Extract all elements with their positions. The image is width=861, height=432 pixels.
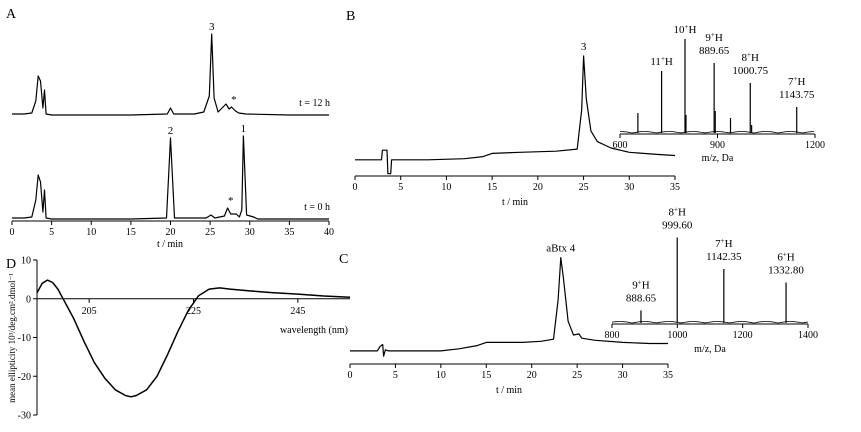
panel-c-inset-x-tick-label: 1400 bbox=[798, 330, 818, 341]
panel-a-peak-label: 3 bbox=[209, 21, 215, 33]
panel-d-y-tick-label: 10 bbox=[21, 256, 31, 267]
panel-b-x-tick-label: 10 bbox=[441, 182, 451, 193]
panel-a-peak-label: * bbox=[231, 94, 237, 106]
panel-c-inset-ion-mass: 888.65 bbox=[626, 292, 657, 304]
panel-c-letter: C bbox=[339, 252, 348, 267]
panel-c-x-tick-label: 10 bbox=[436, 370, 446, 381]
panel-c-inset-x-tick-label: 1200 bbox=[733, 330, 753, 341]
panel-b-x-tick-label: 20 bbox=[533, 182, 543, 193]
panel-a-x-tick-label: 40 bbox=[324, 227, 334, 238]
panel-b-inset-x-tick-label: 600 bbox=[613, 140, 628, 151]
panel-d-y-tick-label: -10 bbox=[18, 333, 31, 344]
panel-b-x-tick-label: 5 bbox=[398, 182, 403, 193]
panel-d-x-tick-label: 205 bbox=[82, 306, 97, 317]
panel-b-inset-ion-mass: 1000.75 bbox=[732, 65, 768, 77]
panel-c-inset-ion-mass: 999.60 bbox=[662, 220, 693, 232]
panel-c-x-label: t / min bbox=[496, 385, 522, 396]
panel-b-inset-x-label: m/z, Da bbox=[702, 153, 734, 164]
panel-a-peak-label: 1 bbox=[241, 123, 247, 135]
panel-a-x-tick-label: 5 bbox=[49, 227, 54, 238]
panel-c-chromatogram: aBtx 4 0 5 10 15 20 25 30 35 t / min bbox=[348, 243, 674, 396]
panel-b-x-tick-label: 25 bbox=[579, 182, 589, 193]
panel-c-inset-ion-mass: 1142.35 bbox=[706, 251, 742, 263]
panel-d-y-label: mean ellipticity 10³/deg.cm².dmol⁻¹ bbox=[7, 273, 17, 403]
panel-b-inset-ion-mass: 889.65 bbox=[699, 45, 730, 57]
panel-a-x-tick-label: 10 bbox=[86, 227, 96, 238]
panel-b-x-label: t / min bbox=[502, 197, 528, 208]
panel-c-inset-x-tick-label: 1000 bbox=[667, 330, 687, 341]
panel-b-x-tick-label: 15 bbox=[487, 182, 497, 193]
panel-b-x-tick-label: 35 bbox=[670, 182, 680, 193]
panel-a-x-label: t / min bbox=[157, 239, 183, 250]
panel-d-y-tick-label: -20 bbox=[18, 372, 31, 383]
panel-c-x-tick-label: 5 bbox=[393, 370, 398, 381]
panel-a-x-tick-label: 35 bbox=[284, 227, 294, 238]
panel-d-trace bbox=[36, 279, 351, 398]
panel-b-inset-ion-label: 10+H bbox=[674, 23, 697, 36]
panel-a-x-tick-label: 25 bbox=[205, 227, 215, 238]
panel-c-trace bbox=[350, 257, 668, 357]
panel-c-x-tick-label: 35 bbox=[663, 370, 673, 381]
panel-a-x-tick-label: 15 bbox=[126, 227, 136, 238]
panel-a-trace bbox=[12, 33, 329, 116]
panel-a-x-tick-label: 20 bbox=[166, 227, 176, 238]
panel-b-letter: B bbox=[346, 9, 355, 24]
panel-a-letter: A bbox=[6, 7, 17, 22]
panel-a-x-tick-label: 30 bbox=[245, 227, 255, 238]
panel-a-peak-label: 2 bbox=[168, 125, 174, 137]
panel-b-peak-label: 3 bbox=[581, 41, 587, 53]
panel-d-letter: D bbox=[6, 257, 16, 272]
panel-c-x-tick-label: 15 bbox=[481, 370, 491, 381]
panel-d-x-label: wavelength (nm) bbox=[280, 325, 348, 336]
panel-d-y-tick-label: 0 bbox=[26, 294, 31, 305]
panel-b-x-tick-label: 30 bbox=[624, 182, 634, 193]
panel-c-inset-ion-label: 6+H bbox=[777, 251, 794, 264]
panel-c-inset-ion-label: 7+H bbox=[715, 237, 732, 250]
panel-b-inset-x-tick-label: 1200 bbox=[805, 140, 825, 151]
panel-b-inset-ion-label: 9+H bbox=[705, 31, 722, 44]
panel-a-peak-label: * bbox=[228, 195, 234, 207]
panel-a-trace bbox=[12, 135, 329, 220]
panel-c-inset-ion-mass: 1332.80 bbox=[768, 265, 804, 277]
panel-d-cd-spectrum: 10 0 -10 -20 -30 205 225 245 wavelength (nm) mean… bbox=[7, 256, 351, 422]
panel-d-x-tick-label: 225 bbox=[186, 306, 201, 317]
panel-b-inset-ion-label: 8+H bbox=[742, 51, 759, 64]
panel-c-x-tick-label: 30 bbox=[618, 370, 628, 381]
panel-b-inset-ion-label: 11+H bbox=[650, 55, 673, 68]
panel-c-peak-label: aBtx 4 bbox=[546, 243, 576, 255]
panel-a-trace-label: t = 0 h bbox=[304, 202, 330, 213]
panel-b-inset-ion-label: 7+H bbox=[788, 75, 805, 88]
panel-b-trace bbox=[355, 55, 676, 175]
panel-c-inset-ion-label: 8+H bbox=[668, 206, 685, 219]
panel-b-x-tick-label: 0 bbox=[353, 182, 358, 193]
panel-d-x-tick-label: 245 bbox=[290, 306, 305, 317]
panel-b-inset-noise bbox=[620, 131, 815, 134]
panel-d-y-tick-label: -30 bbox=[18, 411, 31, 422]
panel-b-inset-x-tick-label: 900 bbox=[710, 140, 725, 151]
panel-a-chromatogram: 3 * t = 12 h 2 1 * t = 0 h 0 5 10 15 20 25 30 35 40 t / … bbox=[10, 21, 335, 250]
panel-c-inset-x-tick-label: 800 bbox=[605, 330, 620, 341]
panel-c-x-tick-label: 0 bbox=[348, 370, 353, 381]
panel-a-x-tick-label: 0 bbox=[10, 227, 15, 238]
panel-b-chromatogram: 30 5 10 15 20 25 30 35t / min bbox=[353, 41, 681, 208]
panel-c-inset-x-label: m/z, Da bbox=[694, 344, 726, 355]
panel-b-inset-ion-mass: 1143.75 bbox=[779, 89, 815, 101]
panel-c-x-tick-label: 20 bbox=[527, 370, 537, 381]
panel-c-inset-ion-label: 9+H bbox=[632, 278, 649, 291]
panel-a-trace-label: t = 12 h bbox=[299, 98, 330, 109]
panel-c-x-tick-label: 25 bbox=[572, 370, 582, 381]
panel-c-inset-noise bbox=[611, 321, 809, 324]
